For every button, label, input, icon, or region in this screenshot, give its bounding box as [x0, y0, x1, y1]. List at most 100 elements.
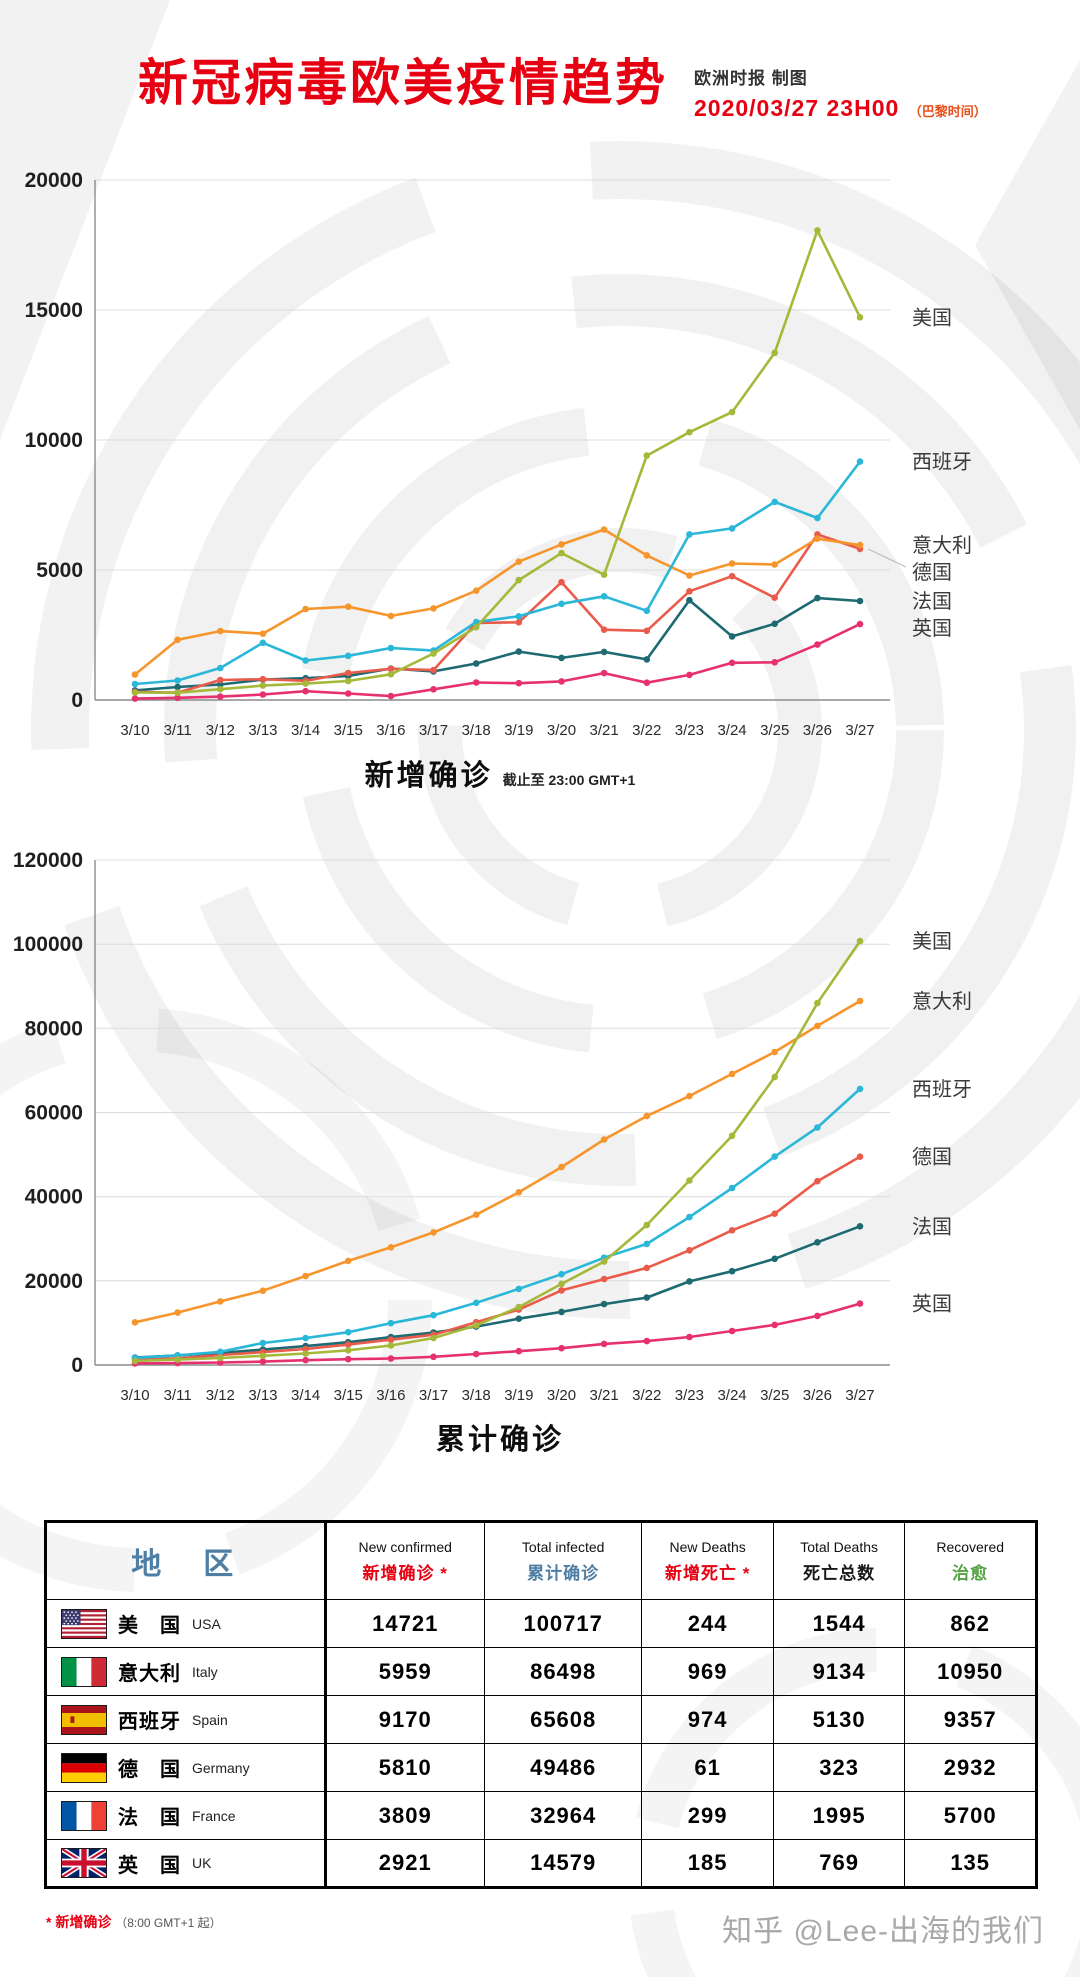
stat-value: 100717: [483, 1599, 643, 1648]
svg-text:德国: 德国: [912, 561, 952, 584]
region-cell: 英 国 UK: [45, 1839, 327, 1888]
region-column-header: 地 区: [45, 1521, 327, 1600]
svg-text:3/18: 3/18: [462, 1387, 491, 1404]
footnote-label: 新增确诊: [55, 1914, 112, 1930]
series-spain: [131, 1085, 864, 1362]
germany-flag-icon: [61, 1752, 107, 1783]
svg-text:120000: 120000: [13, 849, 83, 872]
svg-text:3/15: 3/15: [334, 722, 363, 739]
stat-value: 135: [904, 1839, 1037, 1888]
region-name-zh: 西班牙: [118, 1711, 181, 1733]
stat-value: 9170: [324, 1695, 485, 1744]
italy-flag-icon: [61, 1656, 107, 1687]
svg-text:5000: 5000: [36, 559, 83, 582]
series-italy: [131, 997, 864, 1326]
gridlines: [94, 859, 890, 1366]
y-axis-labels: 0 20000 40000 60000 80000 100000 120000: [13, 849, 83, 1377]
region-name-en: France: [192, 1807, 236, 1824]
svg-text:西班牙: 西班牙: [912, 1078, 972, 1101]
svg-text:意大利: 意大利: [912, 990, 972, 1013]
svg-text:60000: 60000: [25, 1102, 83, 1125]
stat-value: 5959: [324, 1647, 485, 1696]
svg-text:100000: 100000: [13, 933, 83, 956]
svg-text:40000: 40000: [25, 1186, 83, 1209]
footnote-note: （8:00 GMT+1 起）: [115, 1916, 222, 1930]
column-header: Recovered 治愈: [904, 1521, 1037, 1600]
stat-value: 14721: [324, 1599, 485, 1648]
stat-value: 5130: [772, 1695, 906, 1744]
stat-value: 3809: [324, 1791, 485, 1840]
column-header-zh: 新增确诊 *: [362, 1563, 448, 1583]
corner-wedge: [0, 0, 170, 440]
report-datetime: 2020/03/27 23H00: [694, 95, 900, 121]
series-italy: [131, 526, 864, 678]
table-row: 英 国 UK 2921 14579 185 769 135: [45, 1839, 1037, 1888]
credit-text: 欧洲时报 制图: [694, 69, 808, 88]
svg-text:3/26: 3/26: [803, 1387, 832, 1404]
region-name-zh: 英 国: [118, 1854, 181, 1877]
x-axis-labels: 3/10 3/11 3/12 3/13 3/14 3/15 3/16 3/17 3/18 3/19…: [120, 722, 874, 739]
table-row: 美 国 USA 14721 100717 244 1544 862: [45, 1599, 1037, 1648]
svg-text:80000: 80000: [25, 1017, 83, 1040]
stat-value: 974: [641, 1695, 774, 1744]
zhihu-watermark: 知乎 @Lee-出海的我们: [722, 1915, 1044, 1948]
svg-text:美国: 美国: [912, 930, 952, 953]
svg-text:3/25: 3/25: [760, 1387, 789, 1404]
svg-text:西班牙: 西班牙: [912, 451, 972, 474]
svg-text:3/26: 3/26: [803, 722, 832, 739]
stat-value: 5700: [904, 1791, 1037, 1840]
svg-text:3/22: 3/22: [632, 722, 661, 739]
region-name-zh: 法 国: [118, 1807, 181, 1829]
svg-text:3/27: 3/27: [845, 1387, 874, 1404]
timezone-note: （巴黎时间）: [908, 104, 987, 119]
date-line: 2020/03/27 23H00 （巴黎时间）: [694, 95, 987, 122]
column-header: Total infected 累计确诊: [483, 1521, 643, 1600]
svg-text:3/20: 3/20: [547, 1387, 576, 1404]
series-germany: [131, 531, 864, 696]
column-header-en: Total Deaths: [800, 1538, 879, 1555]
svg-text:3/13: 3/13: [248, 1387, 277, 1404]
spain-flag-icon: [61, 1704, 107, 1735]
region-cell: 美 国 USA: [45, 1599, 327, 1648]
header: 新冠病毒欧美疫情趋势 欧洲时报 制图 2020/03/27 23H00 （巴黎时…: [138, 56, 987, 122]
region-name-en: UK: [192, 1855, 212, 1871]
chart2-caption: 累计确诊: [0, 1416, 1000, 1458]
series-spain: [131, 458, 864, 688]
region-cell: 西班牙 Spain: [45, 1695, 327, 1744]
region-cell: 法 国 France: [45, 1791, 327, 1840]
stat-value: 1995: [772, 1791, 906, 1840]
region-name-en: Italy: [192, 1663, 218, 1680]
stat-value: 49486: [483, 1743, 643, 1792]
stat-value: 244: [641, 1599, 774, 1648]
svg-text:3/13: 3/13: [248, 722, 277, 739]
page-title: 新冠病毒欧美疫情趋势: [138, 55, 668, 111]
region-name-zh: 美 国: [118, 1615, 181, 1637]
svg-text:法国: 法国: [912, 590, 952, 613]
svg-text:3/24: 3/24: [717, 722, 746, 739]
column-header-zh: 新增死亡 *: [664, 1563, 751, 1583]
column-header-en: Recovered: [936, 1538, 1005, 1555]
svg-text:3/11: 3/11: [164, 722, 192, 739]
table-row: 法 国 France 3809 32964 299 1995 5700: [45, 1791, 1037, 1840]
svg-text:3/24: 3/24: [717, 1387, 746, 1404]
stats-table: 地 区 New confirmed 新增确诊 * Total infected 累计确…: [44, 1520, 1038, 1889]
region-name-en: USA: [192, 1615, 221, 1632]
series-usa: [131, 227, 864, 696]
svg-text:3/19: 3/19: [504, 722, 533, 739]
svg-text:3/16: 3/16: [376, 1387, 405, 1404]
stat-value: 86498: [483, 1647, 643, 1696]
region-name-zh: 德 国: [118, 1759, 181, 1781]
region-name-en: Spain: [192, 1711, 228, 1728]
stat-value: 5810: [324, 1743, 485, 1792]
series-uk: [131, 1300, 864, 1367]
usa-flag-icon: [61, 1608, 107, 1639]
column-header-en: New confirmed: [358, 1538, 452, 1555]
svg-text:德国: 德国: [912, 1146, 952, 1169]
stat-value: 862: [904, 1599, 1037, 1648]
svg-text:0: 0: [71, 1354, 83, 1377]
svg-text:法国: 法国: [912, 1215, 952, 1238]
svg-text:3/25: 3/25: [760, 722, 789, 739]
